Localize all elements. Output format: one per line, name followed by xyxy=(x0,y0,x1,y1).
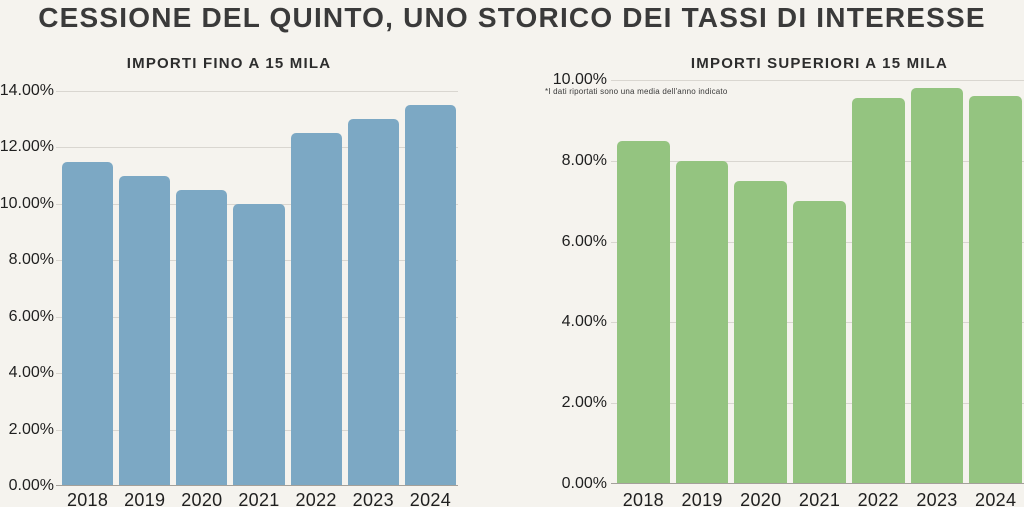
x-tick-label: 2020 xyxy=(181,490,223,507)
bars xyxy=(60,91,458,486)
bar-2022 xyxy=(851,98,905,484)
bar-2022 xyxy=(290,133,342,486)
bar-2019 xyxy=(119,175,171,486)
bar-2021 xyxy=(793,201,846,484)
gridline xyxy=(56,147,458,149)
y-tick-label: 8.00% xyxy=(561,151,607,169)
y-axis-labels: 10.00% 8.00% 6.00% 4.00% 2.00% 0.00% xyxy=(512,71,607,492)
x-axis-labels: 2018 2019 2020 2021 2022 2023 2024 xyxy=(615,490,1024,507)
bar-2020 xyxy=(176,189,228,486)
y-tick-label: 10.00% xyxy=(0,194,54,212)
gridline xyxy=(56,91,458,92)
chart-title: IMPORTI SUPERIORI A 15 MILA xyxy=(690,55,949,72)
x-tick-label: 2020 xyxy=(740,490,782,507)
x-tick-label: 2024 xyxy=(975,490,1017,507)
y-tick-label: 0.00% xyxy=(561,475,607,492)
footnote: *I dati riportati sono una media dell'an… xyxy=(545,87,728,96)
bar-2019 xyxy=(675,160,729,484)
x-tick-label: 2018 xyxy=(622,490,664,507)
x-tick-label: 2022 xyxy=(295,490,337,507)
x-tick-label: 2023 xyxy=(352,490,394,507)
bar-2023 xyxy=(910,88,964,484)
x-tick-label: 2021 xyxy=(238,490,280,507)
x-tick-label: 2018 xyxy=(66,490,109,507)
page-title: CESSIONE DEL QUINTO, UNO STORICO DEI TAS… xyxy=(38,2,986,33)
bar-2024 xyxy=(404,105,456,486)
y-tick-label: 12.00% xyxy=(0,138,54,156)
y-tick-label: 14.00% xyxy=(0,82,54,99)
y-tick-label: 6.00% xyxy=(561,232,607,250)
chart-title: IMPORTI FINO A 15 MILA xyxy=(126,55,332,72)
y-tick-label: 2.00% xyxy=(561,394,607,412)
chart-importi-fino-a-15-mila: IMPORTI FINO A 15 MILA 14.00% 12.00% 10.00… xyxy=(0,50,492,507)
x-tick-label: 2024 xyxy=(409,490,452,507)
y-tick-label: 0.00% xyxy=(8,477,54,494)
x-tick-label: 2022 xyxy=(857,490,899,507)
y-tick-label: 4.00% xyxy=(561,313,607,331)
x-axis-line xyxy=(56,485,458,486)
bar-2018 xyxy=(617,140,670,484)
y-axis-labels: 14.00% 12.00% 10.00% 8.00% 6.00% 4.00% 2.00% 0.… xyxy=(0,82,54,494)
chart-importi-superiori-a-15-mila: IMPORTI SUPERIORI A 15 MILA *I dati ripo… xyxy=(512,50,1024,507)
x-axis-line xyxy=(611,483,1024,484)
gridline xyxy=(611,80,1024,81)
y-tick-label: 8.00% xyxy=(8,251,54,269)
x-axis-labels: 2018 2019 2020 2021 2022 2023 2024 xyxy=(60,490,458,507)
y-tick-label: 4.00% xyxy=(8,364,54,382)
gridline xyxy=(611,160,1024,162)
y-tick-label: 10.00% xyxy=(552,71,607,88)
x-tick-label: 2021 xyxy=(798,490,841,507)
bar-2021 xyxy=(233,203,285,486)
x-tick-label: 2023 xyxy=(916,490,958,507)
bar-2018 xyxy=(62,161,114,486)
bar-2024 xyxy=(969,96,1023,484)
bar-2020 xyxy=(734,181,788,484)
plot-area xyxy=(56,91,458,486)
y-tick-label: 6.00% xyxy=(8,307,54,325)
x-tick-label: 2019 xyxy=(124,490,166,507)
plot-area xyxy=(611,80,1024,484)
bars xyxy=(615,80,1024,484)
y-tick-label: 2.00% xyxy=(8,420,54,438)
x-tick-label: 2019 xyxy=(681,490,723,507)
bar-2023 xyxy=(347,119,399,486)
